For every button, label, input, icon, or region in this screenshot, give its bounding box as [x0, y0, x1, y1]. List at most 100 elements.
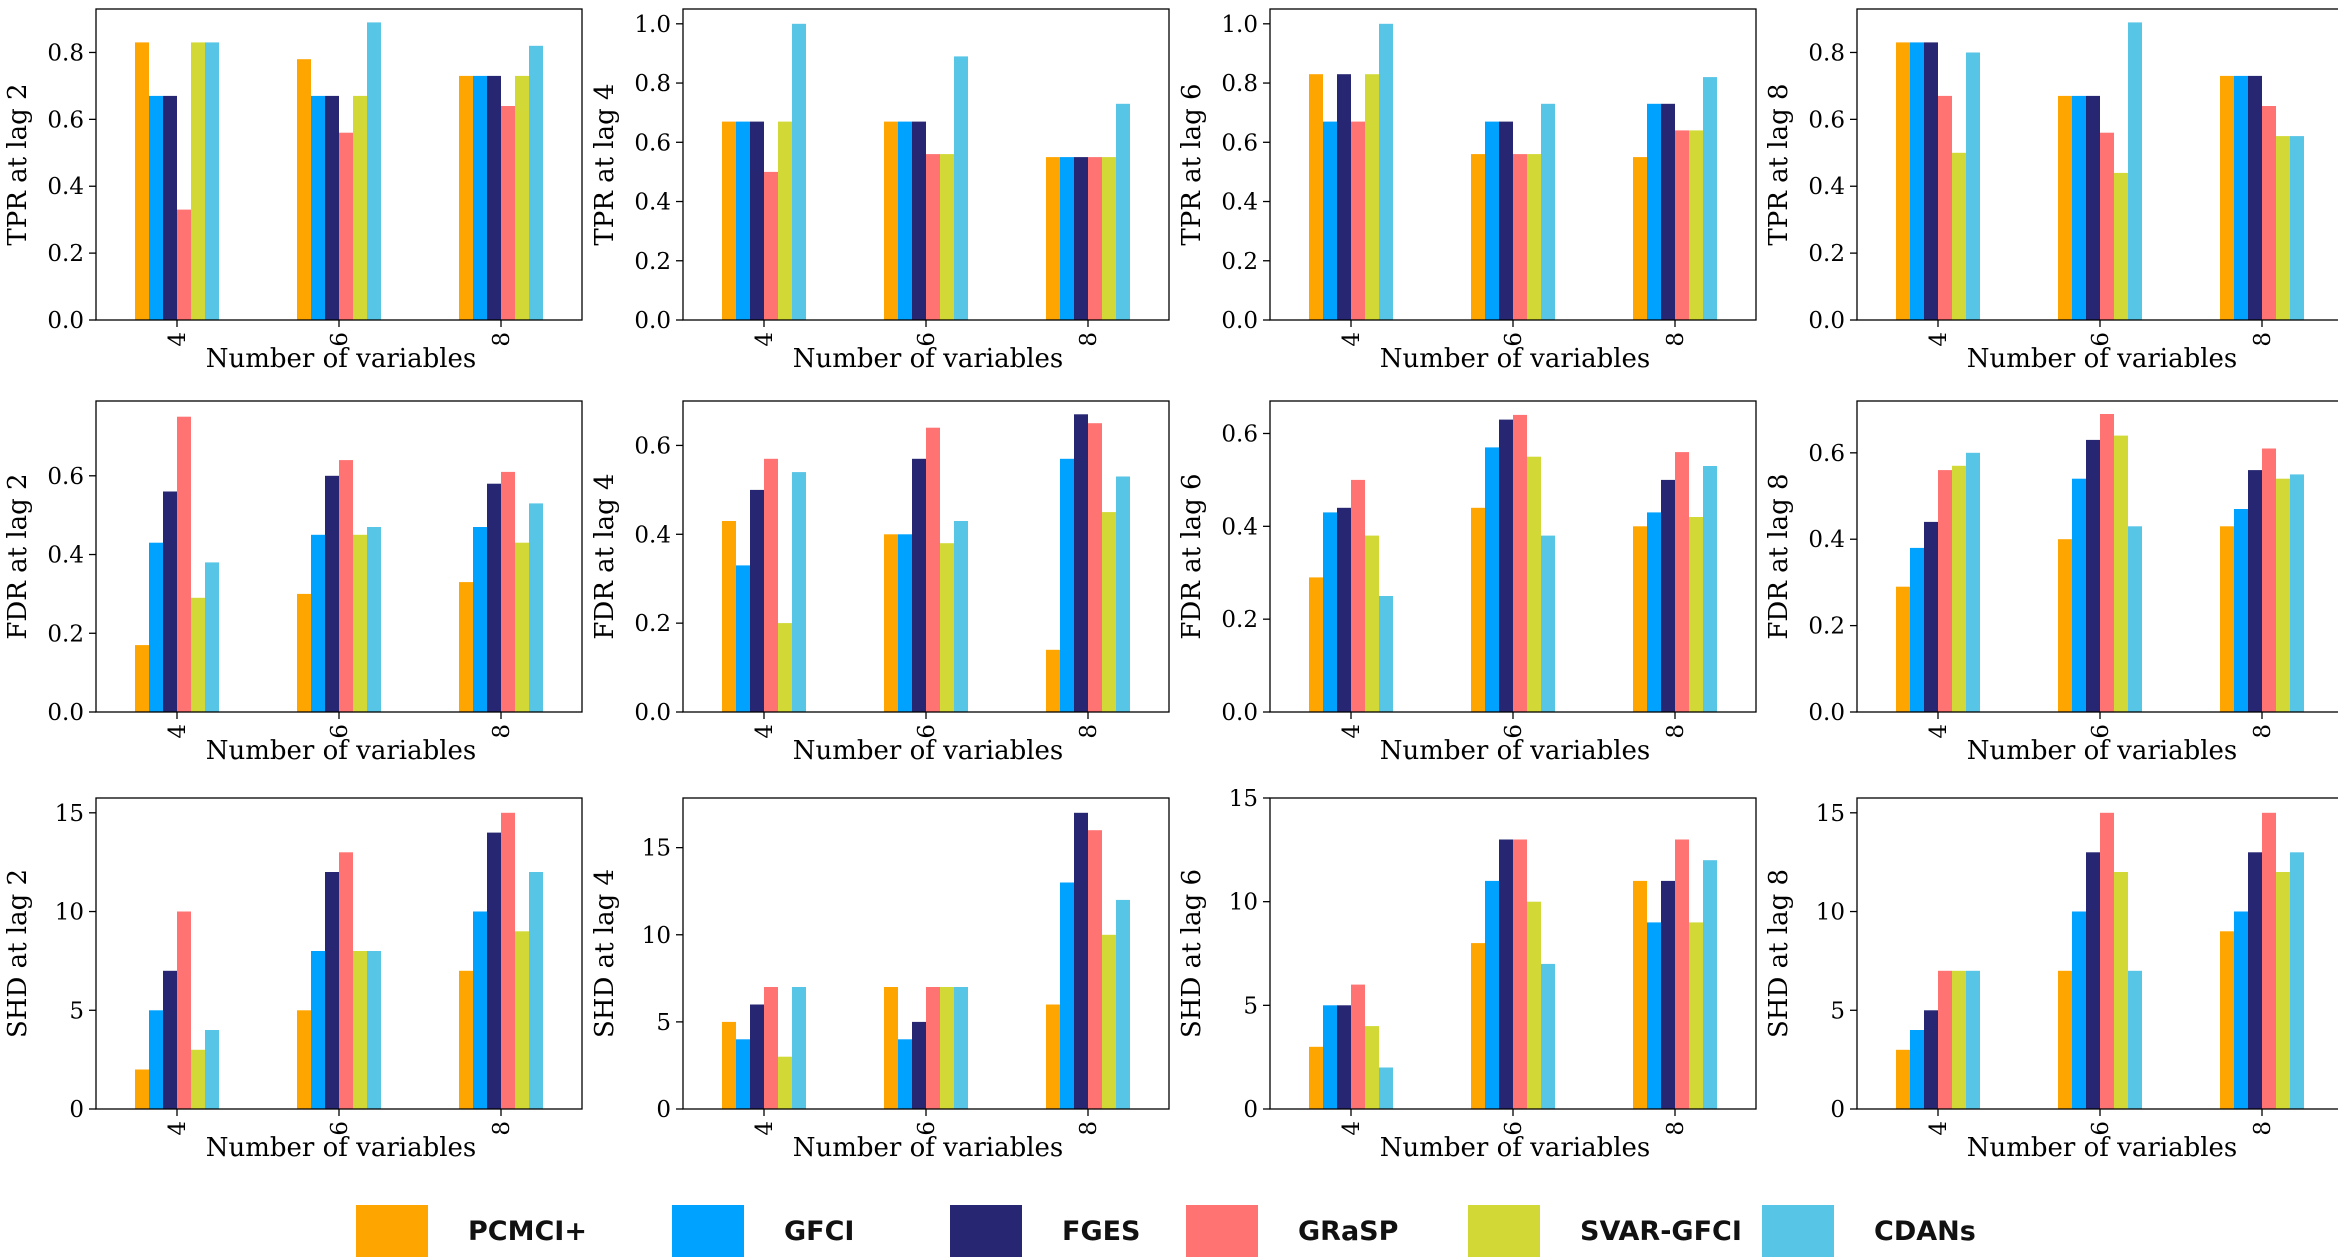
- bar-pcmci-: [2058, 95, 2072, 321]
- bar-cdans: [1541, 535, 1555, 712]
- bar-grasp: [1938, 95, 1952, 321]
- bar-pcmci-: [1046, 157, 1060, 320]
- bar-gfci: [1323, 1005, 1337, 1109]
- bar-svar-gfci: [1102, 934, 1116, 1109]
- y-tick-label: 0.0: [1808, 700, 1845, 726]
- bar-gfci: [1647, 922, 1661, 1109]
- bar-gfci: [473, 75, 487, 321]
- chart-svg: 0.0 0.2 0.4 0.6 0.8 1.0 4 6 8 Number of variables…: [590, 8, 1170, 374]
- bar-fges: [1337, 74, 1351, 320]
- chart-svg: 0.0 0.2 0.4 0.6 4 6 8 Number of variables FDR at…: [590, 400, 1170, 766]
- y-tick-label: 1.0: [1221, 12, 1258, 38]
- bar-fges: [750, 1004, 764, 1109]
- bar-grasp: [339, 132, 353, 320]
- bar-fges: [2086, 852, 2100, 1109]
- bar-grasp: [764, 458, 778, 712]
- bar-cdans: [1116, 899, 1130, 1109]
- chart-panel: 0.0 0.2 0.4 0.6 0.8 1.0 4 6 8 Number of variables…: [587, 0, 1171, 393]
- bar-svar-gfci: [2114, 872, 2128, 1109]
- y-tick-label: 0.0: [1808, 308, 1845, 334]
- bar-grasp: [926, 154, 940, 320]
- y-tick-label: 0.4: [1808, 174, 1845, 200]
- bar-grasp: [177, 209, 191, 320]
- x-tick-label: 8: [489, 724, 515, 739]
- y-tick-label: 0.4: [1221, 190, 1258, 216]
- x-tick-label: 8: [1076, 1121, 1102, 1136]
- bar-svar-gfci: [515, 931, 529, 1109]
- bar-cdans: [2128, 22, 2142, 321]
- chart-svg: 0.0 0.2 0.4 0.6 0.8 1.0 4 6 8 Number of variables…: [1177, 8, 1757, 374]
- y-tick-label: 0.0: [47, 700, 84, 726]
- bar-grasp: [501, 471, 515, 712]
- bar-fges: [1074, 157, 1088, 320]
- bar-svar-gfci: [515, 542, 529, 712]
- bar-svar-gfci: [940, 987, 954, 1109]
- bar-gfci: [149, 1010, 163, 1109]
- chart-panel: 0 5 10 15 4 6 8 Number of variables SHD at lag 4: [587, 789, 1171, 1182]
- bar-grasp: [1513, 839, 1527, 1109]
- x-tick-label: 8: [489, 1121, 515, 1136]
- y-tick-label: 0.8: [47, 40, 84, 66]
- y-tick-label: 0.2: [634, 611, 671, 637]
- bar-pcmci-: [1633, 157, 1647, 320]
- y-tick-label: 10: [1229, 890, 1258, 916]
- x-tick-label: 4: [1339, 724, 1365, 739]
- bar-grasp: [764, 171, 778, 320]
- bar-cdans: [1703, 466, 1717, 712]
- x-tick-label: 8: [1663, 724, 1689, 739]
- bar-grasp: [177, 416, 191, 712]
- bar-gfci: [473, 527, 487, 712]
- bar-cdans: [1379, 23, 1393, 321]
- bar-cdans: [2128, 970, 2142, 1109]
- bar-gfci: [2072, 95, 2086, 321]
- bar-gfci: [1323, 121, 1337, 320]
- bar-gfci: [736, 1039, 750, 1109]
- bar-svar-gfci: [353, 534, 367, 712]
- x-tick-label: 8: [1663, 332, 1689, 347]
- chart-svg: 0 5 10 15 4 6 8 Number of variables SHD at lag 4: [590, 797, 1170, 1163]
- legend-item-grasp: GRaSP: [1186, 1205, 1398, 1257]
- y-tick-label: 0: [1830, 1097, 1845, 1123]
- y-axis-label: FDR at lag 6: [1177, 473, 1207, 639]
- y-tick-label: 0.6: [1808, 107, 1845, 133]
- bar-gfci: [2072, 911, 2086, 1109]
- chart-svg: 0.0 0.2 0.4 0.6 0.8 4 6 8 Number of variables TPR…: [3, 8, 583, 374]
- y-tick-label: 5: [1243, 993, 1258, 1019]
- bar-svar-gfci: [1527, 901, 1541, 1109]
- y-tick-label: 10: [55, 900, 84, 926]
- bar-svar-gfci: [515, 75, 529, 321]
- chart-svg: 0.0 0.2 0.4 0.6 4 6 8 Number of variables FDR at…: [1764, 400, 2338, 766]
- bar-svar-gfci: [1102, 157, 1116, 320]
- bar-cdans: [1379, 1067, 1393, 1109]
- legend-label-fges: FGES: [1062, 1215, 1141, 1247]
- y-axis-label: SHD at lag 6: [1177, 869, 1207, 1038]
- bar-pcmci-: [2220, 931, 2234, 1109]
- x-tick-label: 4: [1339, 1121, 1365, 1136]
- bar-pcmci-: [884, 987, 898, 1109]
- bar-pcmci-: [2220, 75, 2234, 321]
- legend-item-svar-gfci: SVAR-GFCI: [1468, 1205, 1742, 1257]
- bar-pcmci-: [722, 121, 736, 320]
- bar-fges: [1337, 507, 1351, 712]
- bar-gfci: [1910, 42, 1924, 321]
- chart-svg: 0.0 0.2 0.4 0.6 4 6 8 Number of variables FDR at…: [1177, 400, 1757, 766]
- bar-fges: [2248, 852, 2262, 1109]
- chart-grid: 0.0 0.2 0.4 0.6 0.8 4 6 8 Number of variables TPR…: [3, 0, 2338, 1182]
- y-tick-label: 0.0: [1221, 308, 1258, 334]
- bar-grasp: [2100, 812, 2114, 1109]
- bar-gfci: [2234, 75, 2248, 321]
- y-tick-label: 15: [55, 801, 84, 827]
- bar-fges: [1499, 121, 1513, 320]
- bar-grasp: [2100, 132, 2114, 320]
- x-tick-label: 4: [1926, 724, 1952, 739]
- legend-label-cdans: CDANs: [1874, 1215, 1976, 1247]
- bar-fges: [487, 483, 501, 712]
- y-tick-label: 0.4: [1221, 514, 1258, 540]
- bar-cdans: [2128, 526, 2142, 712]
- bar-fges: [1924, 521, 1938, 712]
- y-tick-label: 0.4: [1808, 527, 1845, 553]
- bar-grasp: [926, 427, 940, 712]
- y-tick-label: 0: [1243, 1097, 1258, 1123]
- bar-pcmci-: [1309, 1046, 1323, 1109]
- bar-svar-gfci: [2276, 136, 2290, 320]
